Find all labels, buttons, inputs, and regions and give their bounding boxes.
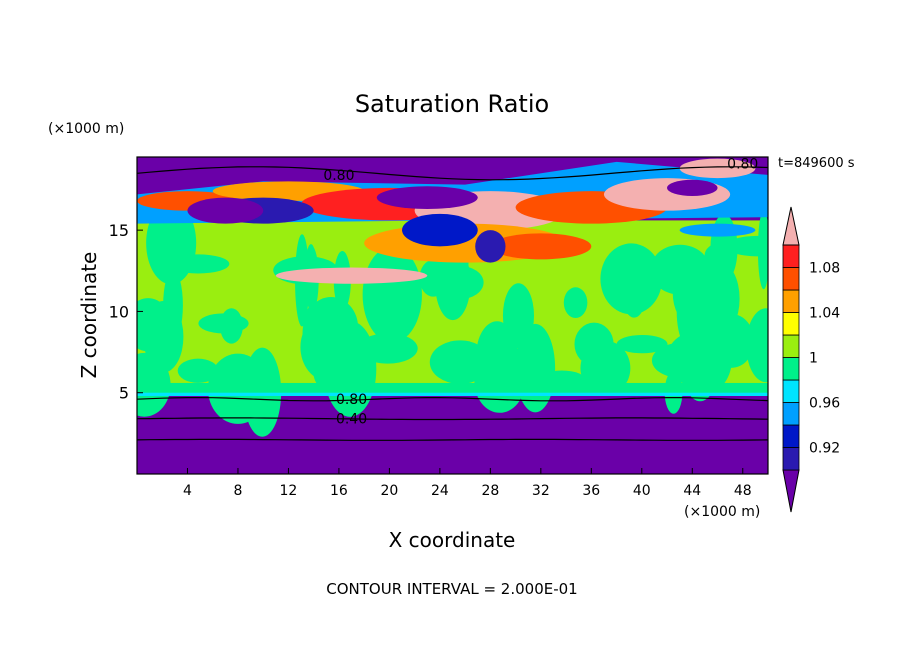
colorbar-label: 1.04 — [809, 306, 840, 322]
colorbar-bin — [782, 289, 800, 313]
contour-0-80-upper — [137, 166, 768, 181]
x-tick-label: 32 — [532, 483, 550, 499]
y-tick-label: 10 — [109, 302, 129, 321]
x-axis-label: X coordinate — [389, 528, 516, 552]
subsaturated-patch — [143, 301, 184, 373]
subsaturated-patch — [650, 244, 710, 295]
supersaturated-patch — [679, 158, 756, 179]
chart-title: Saturation Ratio — [355, 90, 549, 118]
plot-frame — [136, 156, 769, 475]
contour-label: 0.40 — [336, 412, 367, 428]
subsaturated-patch — [725, 235, 768, 257]
subsaturated-patch — [616, 334, 668, 354]
z-units-label: (×1000 m) — [48, 121, 124, 137]
colorbar-bin — [782, 402, 800, 426]
colorbar-bin — [782, 424, 800, 448]
field-layers — [137, 157, 768, 474]
contour-label: 0.80 — [336, 392, 367, 408]
contour-0-20 — [137, 438, 768, 441]
x-tick-label: 12 — [280, 483, 298, 499]
subsaturated-patch — [512, 294, 528, 321]
dry-pocket — [187, 197, 264, 224]
supersaturated-patch — [475, 230, 506, 263]
y-tick-label: 5 — [119, 384, 129, 403]
x-tick-label: 8 — [233, 483, 242, 499]
contour-label: 0.80 — [727, 157, 758, 173]
y-axis-label: Z coordinate — [77, 252, 101, 379]
subsaturated-patch — [580, 340, 631, 396]
colorbar-bin — [782, 357, 800, 381]
supersaturated-patch — [275, 267, 428, 284]
x-tick-label: 40 — [633, 483, 651, 499]
subsaturated-patch — [515, 323, 556, 413]
subsaturated-patch — [700, 262, 740, 336]
subsaturated-patch — [746, 308, 768, 383]
subsaturated-patch — [757, 210, 768, 290]
supersaturated-patch — [679, 223, 756, 237]
x-tick-label: 24 — [431, 483, 449, 499]
x-tick-label: 16 — [330, 483, 348, 499]
x-tick-label: 20 — [380, 483, 398, 499]
colorbar-bin — [782, 379, 800, 403]
x-tick-label: 4 — [183, 483, 192, 499]
subsaturated-patch — [419, 259, 447, 297]
x-tick-label: 48 — [734, 483, 752, 499]
colorbar-bin — [782, 334, 800, 358]
contour-lines: 0.80 0.80 0.40 0.80 — [137, 157, 768, 441]
colorbar-min-arrow — [782, 469, 800, 513]
layer-base-edge — [137, 392, 768, 396]
subsaturated-patch — [198, 313, 249, 334]
contour-label: 0.80 — [323, 168, 354, 184]
colorbar: 0.92 0.96 1 1.04 1.08 — [782, 206, 840, 513]
supersaturated-patch — [490, 233, 592, 260]
dry-pocket — [667, 179, 718, 197]
time-label: t=849600 s — [778, 156, 855, 171]
x-tick-label: 44 — [683, 483, 701, 499]
x-ticks: 4 8 12 16 20 24 28 32 36 40 44 48 — [183, 468, 752, 499]
contour-interval-footer: CONTOUR INTERVAL = 2.000E-01 — [326, 580, 577, 598]
colorbar-bin — [782, 267, 800, 291]
y-tick-label: 15 — [109, 221, 129, 240]
colorbar-label: 0.92 — [809, 441, 840, 457]
subsaturated-patch — [362, 246, 422, 343]
subsaturated-patch — [704, 243, 735, 269]
colorbar-max-arrow — [782, 206, 800, 246]
colorbar-bin — [782, 447, 800, 471]
colorbar-label: 0.96 — [809, 396, 840, 412]
y-ticks: 5 10 15 — [109, 221, 143, 403]
colorbar-label: 1.08 — [809, 261, 840, 277]
supersaturated-patch — [402, 213, 478, 247]
dry-pocket — [376, 186, 478, 210]
colorbar-bin — [782, 312, 800, 336]
x-tick-label: 36 — [582, 483, 600, 499]
subsaturated-patch — [563, 287, 588, 318]
contour-0-80-lower — [137, 397, 768, 402]
contour-0-40 — [137, 417, 768, 421]
subsaturated-patch — [177, 358, 219, 383]
x-units-label: (×1000 m) — [684, 504, 760, 520]
colorbar-bin — [782, 244, 800, 268]
subsaturated-patch — [476, 321, 518, 390]
subsaturated-patch — [619, 244, 649, 318]
subsaturated-patch — [312, 349, 330, 387]
colorbar-label: 1 — [809, 351, 818, 367]
x-tick-label: 28 — [481, 483, 499, 499]
